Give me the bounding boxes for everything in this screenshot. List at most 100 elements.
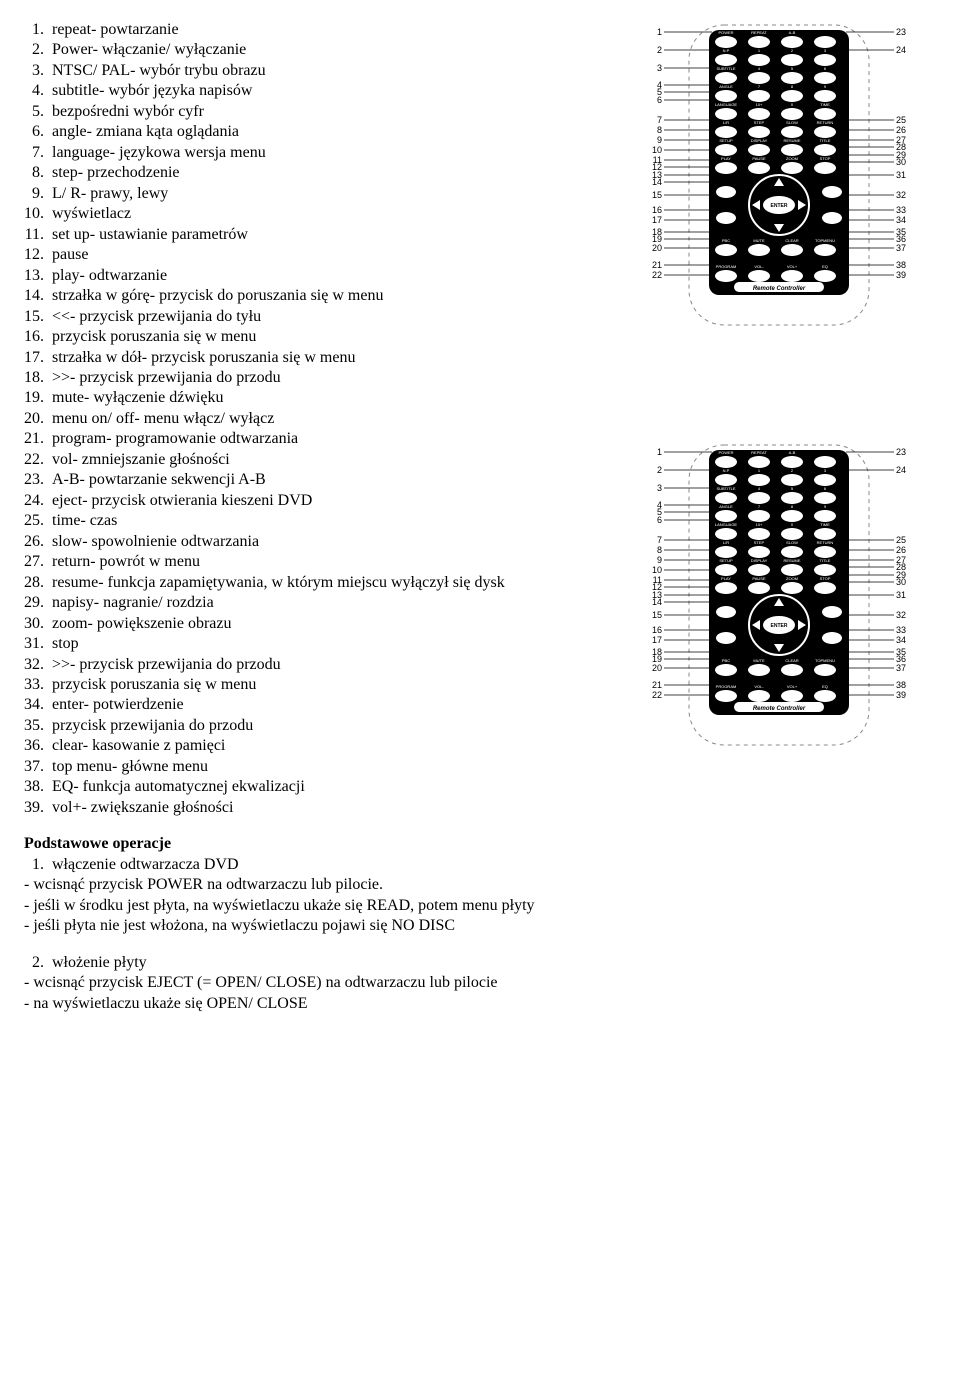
svg-text:Remote Controller: Remote Controller — [753, 286, 806, 292]
svg-text:MUTE: MUTE — [753, 238, 765, 243]
svg-text:STEP: STEP — [754, 540, 765, 545]
svg-text:9: 9 — [657, 555, 662, 565]
svg-text:9: 9 — [657, 135, 662, 145]
svg-text:8: 8 — [657, 125, 662, 135]
list-item: slow- spowolnienie odtwarzania — [48, 532, 624, 552]
svg-text:30: 30 — [896, 157, 906, 167]
list-item: subtitle- wybór języka napisów — [48, 81, 624, 101]
svg-text:ZOOM: ZOOM — [786, 576, 798, 581]
list-item: vol- zmniejszanie głośności — [48, 450, 624, 470]
svg-text:ANGLE: ANGLE — [719, 504, 733, 509]
svg-text:PAUSE: PAUSE — [752, 576, 766, 581]
svg-text:30: 30 — [896, 577, 906, 587]
svg-text:DISPLAY: DISPLAY — [751, 558, 768, 563]
svg-text:TOPMENU: TOPMENU — [815, 238, 835, 243]
svg-text:RESUME: RESUME — [783, 138, 800, 143]
list-item: >>- przycisk przewijania do przodu — [48, 655, 624, 675]
svg-text:EQ: EQ — [822, 684, 828, 689]
list-item: bezpośredni wybór cyfr — [48, 102, 624, 122]
svg-text:1: 1 — [657, 27, 662, 37]
svg-text:MUTE: MUTE — [753, 658, 765, 663]
svg-text:Remote Controller: Remote Controller — [753, 706, 806, 712]
svg-text:22: 22 — [652, 690, 662, 700]
svg-text:17: 17 — [652, 635, 662, 645]
svg-text:PBC: PBC — [722, 658, 730, 663]
svg-text:N.P: N.P — [723, 48, 730, 53]
svg-text:REPEAT: REPEAT — [751, 30, 767, 35]
svg-text:37: 37 — [896, 663, 906, 673]
svg-text:TITLE: TITLE — [820, 138, 831, 143]
svg-text:34: 34 — [896, 635, 906, 645]
svg-text:17: 17 — [652, 215, 662, 225]
list-item: enter- potwierdzenie — [48, 695, 624, 715]
svg-text:RESUME: RESUME — [783, 558, 800, 563]
svg-text:ENTER: ENTER — [771, 623, 788, 629]
svg-text:10+: 10+ — [756, 522, 763, 527]
list-item: wyświetlacz — [48, 204, 624, 224]
list-item: L/ R- prawy, lewy — [48, 184, 624, 204]
svg-text:23: 23 — [896, 27, 906, 37]
svg-text:LANGUAGE: LANGUAGE — [715, 522, 738, 527]
list-item: >>- przycisk przewijania do przodu — [48, 368, 624, 388]
op-line: - wcisnąć przycisk EJECT (= OPEN/ CLOSE)… — [24, 973, 624, 993]
list-item: stop — [48, 634, 624, 654]
list-item: angle- zmiana kąta oglądania — [48, 122, 624, 142]
svg-text:38: 38 — [896, 680, 906, 690]
list-item: top menu- główne menu — [48, 757, 624, 777]
list-item: play- odtwarzanie — [48, 266, 624, 286]
svg-text:20: 20 — [652, 663, 662, 673]
svg-text:TITLE: TITLE — [820, 558, 831, 563]
svg-text:6: 6 — [657, 95, 662, 105]
svg-text:POWER: POWER — [718, 30, 733, 35]
list-item: eject- przycisk otwierania kieszeni DVD — [48, 491, 624, 511]
list-item: napisy- nagranie/ rozdzia — [48, 593, 624, 613]
svg-text:23: 23 — [896, 447, 906, 457]
svg-text:CLEAR: CLEAR — [785, 238, 798, 243]
svg-text:SETUP: SETUP — [719, 138, 733, 143]
list-item: menu on/ off- menu włącz/ wyłącz — [48, 409, 624, 429]
svg-text:14: 14 — [652, 177, 662, 187]
text-column: repeat- powtarzanie Power- włączanie/ wy… — [24, 20, 624, 1014]
svg-text:N.P: N.P — [723, 468, 730, 473]
svg-text:EQ: EQ — [822, 264, 828, 269]
list-item: NTSC/ PAL- wybór trybu obrazu — [48, 61, 624, 81]
svg-text:2: 2 — [657, 45, 662, 55]
list-item: przycisk poruszania się w menu — [48, 327, 624, 347]
list-item: pause — [48, 245, 624, 265]
list-item: Power- włączanie/ wyłączanie — [48, 40, 624, 60]
svg-text:TIME: TIME — [820, 102, 830, 107]
svg-text:21: 21 — [652, 260, 662, 270]
svg-text:3: 3 — [657, 63, 662, 73]
svg-text:VOL+: VOL+ — [787, 684, 798, 689]
svg-text:39: 39 — [896, 690, 906, 700]
svg-text:VOL-: VOL- — [754, 264, 764, 269]
svg-text:15: 15 — [652, 190, 662, 200]
operations-heading: Podstawowe operacje — [24, 834, 624, 854]
svg-text:16: 16 — [652, 625, 662, 635]
svg-text:10+: 10+ — [756, 102, 763, 107]
svg-text:24: 24 — [896, 465, 906, 475]
list-item: clear- kasowanie z pamięci — [48, 736, 624, 756]
svg-text:24: 24 — [896, 45, 906, 55]
svg-text:PROGRAM: PROGRAM — [716, 264, 737, 269]
diagram-column: POWERREPEATA-BN.P123SUBTITLE456ANGLE789L… — [634, 20, 924, 1014]
svg-text:31: 31 — [896, 590, 906, 600]
svg-text:7: 7 — [657, 535, 662, 545]
svg-text:15: 15 — [652, 610, 662, 620]
svg-text:VOL+: VOL+ — [787, 264, 798, 269]
svg-text:26: 26 — [896, 545, 906, 555]
svg-text:39: 39 — [896, 270, 906, 280]
svg-text:8: 8 — [657, 545, 662, 555]
operations-list-2: włożenie płyty — [24, 953, 624, 973]
list-item: mute- wyłączenie dźwięku — [48, 388, 624, 408]
svg-text:PBC: PBC — [722, 238, 730, 243]
svg-text:25: 25 — [896, 115, 906, 125]
list-item: resume- funkcja zapamiętywania, w którym… — [48, 573, 624, 593]
list-item: zoom- powiększenie obrazu — [48, 614, 624, 634]
function-list: repeat- powtarzanie Power- włączanie/ wy… — [24, 20, 624, 818]
op-line: - wcisnąć przycisk POWER na odtwarzaczu … — [24, 875, 624, 895]
svg-text:SETUP: SETUP — [719, 558, 733, 563]
list-item: return- powrót w menu — [48, 552, 624, 572]
svg-text:A-B: A-B — [789, 450, 796, 455]
list-item: przycisk poruszania się w menu — [48, 675, 624, 695]
